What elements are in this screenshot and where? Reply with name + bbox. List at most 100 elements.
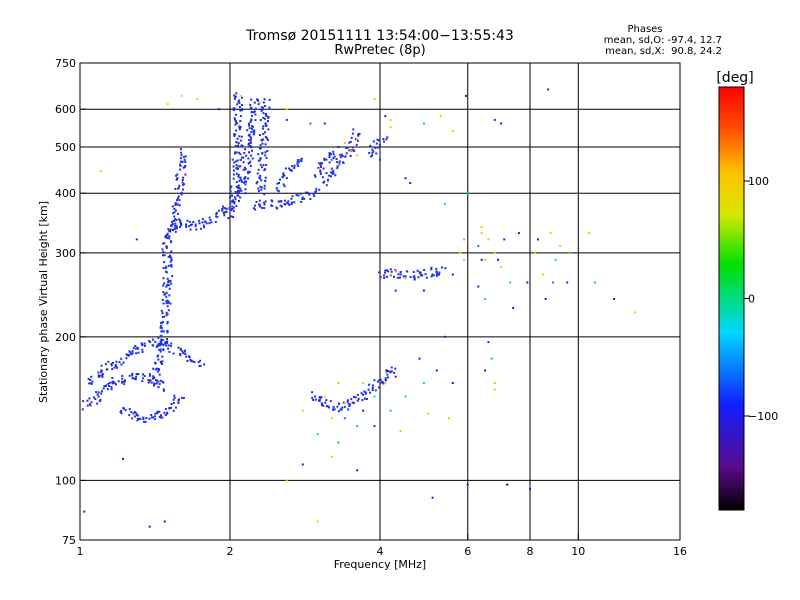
o-mode-echo	[250, 154, 253, 157]
o-mode-echo	[155, 346, 158, 348]
o-mode-echo	[322, 404, 325, 407]
echo-point	[356, 154, 359, 157]
o-mode-echo	[283, 203, 286, 205]
o-mode-echo	[380, 381, 383, 384]
echo-point	[301, 463, 304, 466]
o-mode-echo	[239, 153, 242, 156]
o-mode-echo	[321, 404, 323, 406]
o-mode-echo	[319, 170, 322, 173]
o-mode-echo	[185, 355, 188, 358]
o-mode-echo	[289, 168, 292, 171]
o-mode-echo	[136, 346, 139, 349]
o-mode-echo	[101, 375, 104, 378]
echo-point	[99, 170, 102, 173]
o-mode-echo	[357, 133, 360, 136]
o-mode-echo	[389, 268, 392, 271]
o-mode-echo	[100, 371, 103, 374]
o-mode-echo	[223, 207, 226, 210]
o-mode-echo	[250, 146, 253, 149]
o-mode-echo	[208, 222, 211, 225]
o-mode-echo	[176, 227, 179, 230]
o-mode-echo	[284, 199, 286, 202]
o-mode-echo	[234, 96, 236, 99]
o-mode-echo	[264, 200, 267, 203]
o-mode-echo	[430, 268, 433, 271]
o-mode-echo	[221, 207, 224, 210]
o-mode-echo	[276, 189, 279, 192]
o-mode-echo	[424, 273, 427, 276]
o-mode-echo	[166, 305, 169, 308]
o-mode-echo	[361, 399, 364, 402]
o-mode-echo	[204, 220, 207, 223]
x-mode-echo	[389, 118, 392, 121]
o-mode-echo	[249, 139, 252, 142]
o-mode-echo	[339, 153, 342, 156]
o-mode-echo	[234, 191, 237, 193]
o-mode-echo	[383, 140, 385, 143]
o-mode-echo	[290, 202, 293, 205]
o-mode-echo	[239, 109, 242, 112]
o-mode-echo	[254, 119, 257, 122]
echo-point	[490, 357, 493, 360]
o-mode-echo	[193, 360, 196, 363]
echo-point	[373, 395, 376, 398]
o-mode-echo	[89, 382, 92, 385]
o-mode-echo	[336, 167, 339, 169]
o-mode-echo	[238, 99, 241, 102]
o-mode-echo	[96, 402, 99, 405]
o-mode-echo	[325, 184, 328, 187]
o-mode-echo	[170, 342, 173, 345]
o-mode-echo	[268, 106, 271, 109]
o-mode-echo	[81, 408, 84, 411]
o-mode-echo	[330, 171, 333, 174]
o-mode-echo	[166, 320, 169, 323]
echo-point	[394, 375, 397, 378]
o-mode-echo	[173, 219, 176, 222]
x-mode-echo	[166, 103, 169, 106]
o-mode-echo	[166, 277, 169, 280]
o-mode-echo	[218, 209, 220, 212]
o-mode-echo	[167, 255, 170, 258]
echo-point	[529, 487, 531, 490]
o-mode-echo	[233, 117, 236, 120]
o-mode-echo	[158, 410, 161, 413]
o-mode-echo	[363, 390, 366, 393]
o-mode-echo	[323, 158, 326, 161]
o-mode-echo	[349, 140, 352, 143]
o-mode-echo	[157, 354, 160, 357]
o-mode-echo	[162, 250, 165, 253]
o-mode-echo	[172, 398, 175, 401]
o-mode-echo	[235, 121, 237, 124]
o-mode-echo	[134, 411, 136, 414]
o-mode-echo	[99, 398, 102, 401]
o-mode-echo	[300, 201, 303, 203]
o-mode-echo	[150, 414, 153, 416]
o-mode-echo	[251, 127, 253, 130]
o-mode-echo	[238, 135, 241, 138]
o-mode-echo	[349, 155, 352, 157]
o-mode-echo	[148, 417, 151, 420]
y-tick-label: 200	[55, 331, 76, 344]
o-mode-echo	[120, 357, 123, 360]
o-mode-echo	[82, 400, 85, 403]
o-mode-echo	[257, 187, 260, 190]
o-mode-echo	[104, 385, 107, 387]
o-mode-echo	[390, 270, 393, 273]
o-mode-echo	[238, 128, 241, 131]
o-mode-echo	[261, 142, 264, 145]
o-mode-echo	[332, 408, 335, 411]
o-mode-echo	[156, 410, 159, 413]
o-mode-echo	[170, 403, 173, 405]
o-mode-echo	[111, 376, 114, 379]
o-mode-echo	[282, 183, 285, 186]
o-mode-echo	[97, 395, 100, 398]
o-mode-echo	[235, 141, 238, 144]
o-mode-echo	[177, 195, 180, 198]
o-mode-echo	[240, 179, 243, 181]
x-mode-echo	[330, 417, 333, 420]
o-mode-echo	[104, 363, 107, 366]
o-mode-echo	[152, 367, 155, 370]
o-mode-echo	[174, 218, 177, 221]
o-mode-echo	[143, 342, 146, 345]
o-mode-echo	[175, 225, 178, 228]
